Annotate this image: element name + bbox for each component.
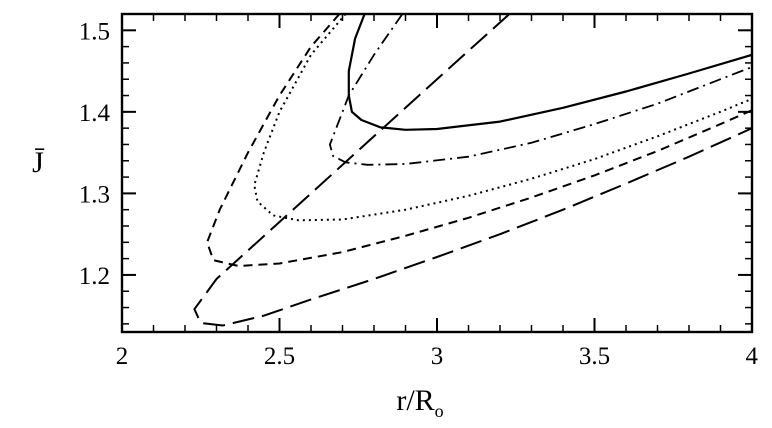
- major-ticks: [121, 14, 753, 332]
- y-tick-label: 1.5: [79, 18, 110, 45]
- series-curve-dash-dot: [329, 14, 752, 166]
- plot-frame: [120, 12, 754, 334]
- series-curve-dotted: [253, 14, 752, 222]
- y-tick-label: 1.2: [79, 263, 110, 290]
- minor-ticks: [121, 13, 753, 332]
- x-tick-labels: 2 2.5 3 3.5 4: [116, 343, 759, 370]
- x-axis-label-main: r/R: [396, 384, 434, 417]
- x-axis-label: r/Ro: [396, 384, 443, 421]
- x-tick-label: 2.5: [264, 343, 295, 370]
- x-axis-label-sub: o: [435, 401, 444, 421]
- x-tick-label: 4: [746, 343, 759, 370]
- series-curve-solid: [347, 14, 752, 131]
- series-curve-long-dash: [193, 14, 752, 327]
- y-tick-label: 1.4: [79, 100, 111, 127]
- x-tick-label: 3.5: [579, 343, 610, 370]
- curves: [193, 14, 752, 327]
- y-tick-labels: 1.2 1.3 1.4 1.5: [79, 18, 111, 290]
- series-curve-short-dash: [206, 14, 752, 267]
- x-tick-label: 3: [431, 343, 444, 370]
- y-axis-label: J̄: [32, 146, 44, 179]
- y-tick-label: 1.3: [79, 181, 110, 208]
- x-tick-label: 2: [116, 343, 129, 370]
